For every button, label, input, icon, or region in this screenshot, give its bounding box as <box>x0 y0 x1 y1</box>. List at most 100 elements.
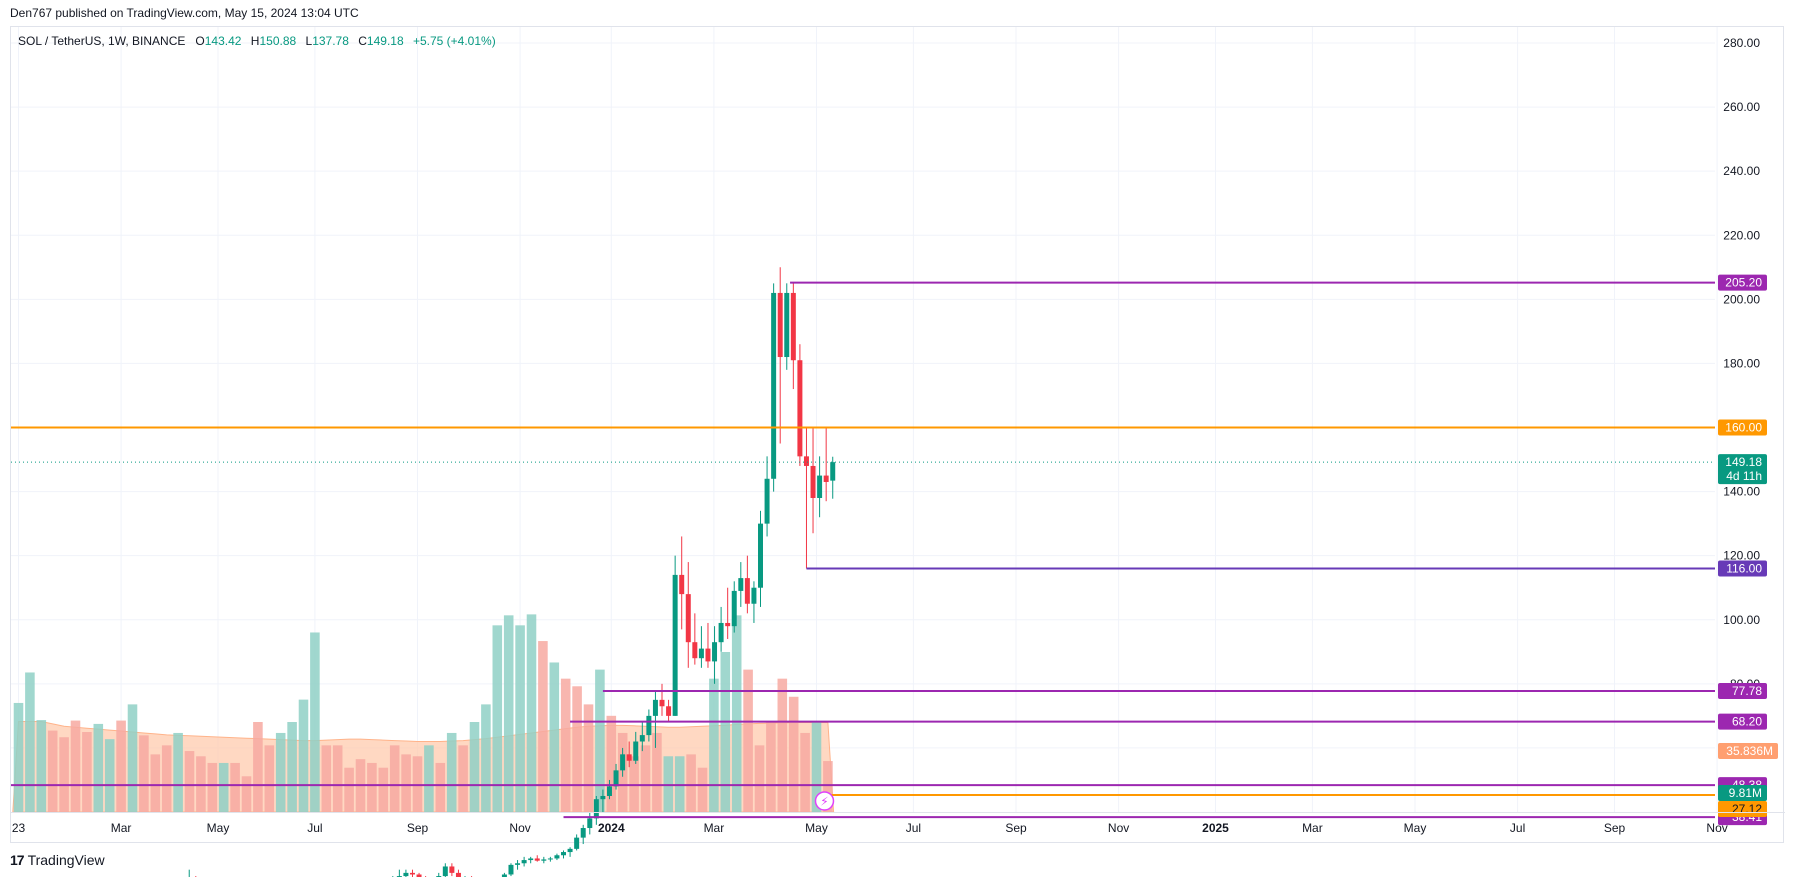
volume-bar <box>47 730 58 812</box>
volume-bar <box>116 720 126 812</box>
volume-bar <box>538 641 548 812</box>
x-tick-label: Jul <box>906 821 921 835</box>
volume-bar <box>446 732 457 812</box>
volume-bar <box>173 732 183 812</box>
x-tick-label: Mar <box>704 821 725 835</box>
volume-bar <box>412 756 423 812</box>
volume-bar <box>788 696 799 812</box>
candle-body <box>790 292 796 361</box>
volume-bar <box>697 767 708 812</box>
volume-bar <box>70 720 81 812</box>
volume-bar <box>549 662 560 812</box>
tradingview-branding[interactable]: 17 TradingView <box>10 852 105 868</box>
candle-body <box>626 754 632 761</box>
candle-body <box>442 866 448 877</box>
candle-body <box>580 828 586 838</box>
volume-bar <box>526 614 537 812</box>
y-tick-label: 180.00 <box>1723 356 1760 370</box>
legend-low: 137.78 <box>312 34 349 48</box>
candle-body <box>771 292 777 479</box>
candle-body <box>620 754 626 771</box>
candle-body <box>613 770 619 787</box>
last-price-badge <box>1718 454 1767 485</box>
x-tick-label: Nov <box>509 821 530 835</box>
candle-body <box>679 574 685 595</box>
volume-bar <box>139 735 149 812</box>
candle-body <box>803 456 809 466</box>
candle-body <box>784 292 790 358</box>
candle-body <box>751 587 757 604</box>
volume-bar <box>298 699 309 812</box>
y-tick-label: 240.00 <box>1723 164 1760 178</box>
volume-badge-label: 27.12 <box>1732 802 1762 816</box>
volume-bar <box>287 722 297 812</box>
volume-bar <box>184 751 195 812</box>
candle-body <box>712 642 718 662</box>
candle-body <box>758 523 763 588</box>
legend-symbol: SOL / TetherUS, 1W, BINANCE <box>18 34 186 48</box>
y-tick-label: 120.00 <box>1723 549 1760 563</box>
x-tick-label: Jul <box>1510 821 1525 835</box>
y-tick-label: 260.00 <box>1723 100 1760 114</box>
y-tick-label: 280.00 <box>1723 36 1760 50</box>
volume-bar <box>161 745 172 812</box>
volume-bar <box>481 704 491 812</box>
candle-body <box>554 855 560 859</box>
x-tick-label: May <box>805 821 828 835</box>
volume-bar <box>469 722 480 812</box>
volume-bar <box>264 745 275 812</box>
volume-bar <box>230 762 240 812</box>
volume-bar <box>629 756 639 812</box>
candle-body <box>659 699 665 707</box>
level-badge <box>1718 274 1767 291</box>
volume-badge-label: 35.836M <box>1726 744 1773 758</box>
volume-bar <box>503 615 514 812</box>
volume-bar <box>777 678 788 812</box>
volume-bar <box>606 715 617 812</box>
candle-body <box>521 860 527 864</box>
legend-change: +5.75 (+4.01%) <box>412 34 496 48</box>
volume-bar <box>59 737 69 812</box>
volume-bar <box>435 762 446 812</box>
candle-body <box>547 858 553 860</box>
volume-bar <box>515 625 525 812</box>
candle-body <box>685 594 691 643</box>
candle-body <box>744 578 750 604</box>
volume-bar <box>36 720 47 812</box>
candle-body <box>528 858 534 861</box>
volume-bar <box>663 756 674 812</box>
x-tick-label: Mar <box>1302 821 1323 835</box>
volume-bar <box>332 745 343 812</box>
level-badge <box>1718 713 1767 730</box>
candle-body <box>508 864 514 875</box>
candle-body <box>606 786 612 796</box>
volume-bar <box>743 669 753 812</box>
volume-bar <box>378 767 389 812</box>
volume-bar <box>709 678 719 812</box>
volume-bar <box>686 754 696 812</box>
volume-bar <box>731 615 742 812</box>
volume-bar <box>196 756 206 812</box>
level-badge <box>1718 419 1767 436</box>
volume-bar <box>13 702 24 812</box>
volume-bar <box>367 762 377 812</box>
legend-low-label: L <box>305 34 313 48</box>
level-badge-label: 116.00 <box>1726 561 1762 575</box>
volume-bar <box>241 776 252 812</box>
legend-open-label: O <box>195 34 205 48</box>
x-tick-label: May <box>207 821 230 835</box>
y-tick-label: 100.00 <box>1723 613 1760 627</box>
volume-bar <box>389 745 400 812</box>
candle-body <box>764 478 770 524</box>
volume-bar <box>754 745 765 812</box>
candle-body <box>567 848 573 853</box>
candle-body <box>561 852 567 856</box>
candle-body <box>817 475 823 498</box>
volume-bar <box>321 745 332 812</box>
x-tick-label: Jul <box>307 821 322 835</box>
x-tick-label: 2025 <box>1202 821 1229 835</box>
candle-body <box>718 622 724 643</box>
candle-body <box>705 648 711 662</box>
volume-bar <box>424 745 434 812</box>
